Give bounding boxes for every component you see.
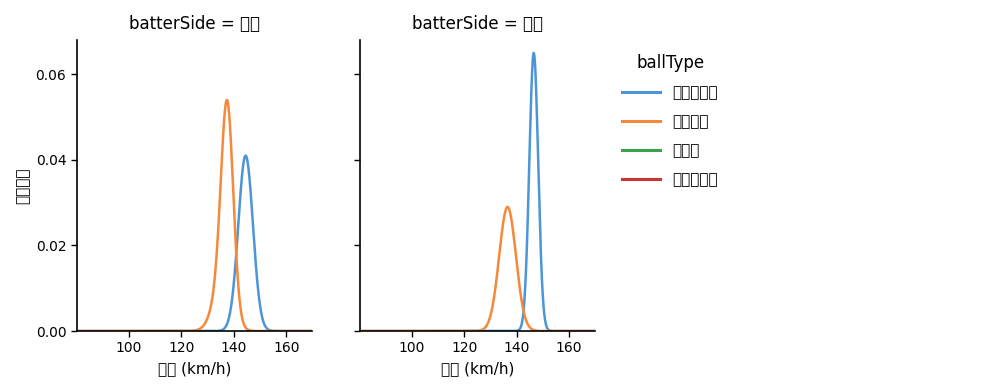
X-axis label: 球速 (km/h): 球速 (km/h) <box>440 361 514 376</box>
Y-axis label: 確率密度: 確率密度 <box>15 167 30 204</box>
Legend: ストレート, フォーク, カーブ, スライダー: ストレート, フォーク, カーブ, スライダー <box>615 48 724 193</box>
X-axis label: 球速 (km/h): 球速 (km/h) <box>158 361 231 376</box>
Title: batterSide = 左打: batterSide = 左打 <box>412 15 543 33</box>
Title: batterSide = 右打: batterSide = 右打 <box>129 15 259 33</box>
